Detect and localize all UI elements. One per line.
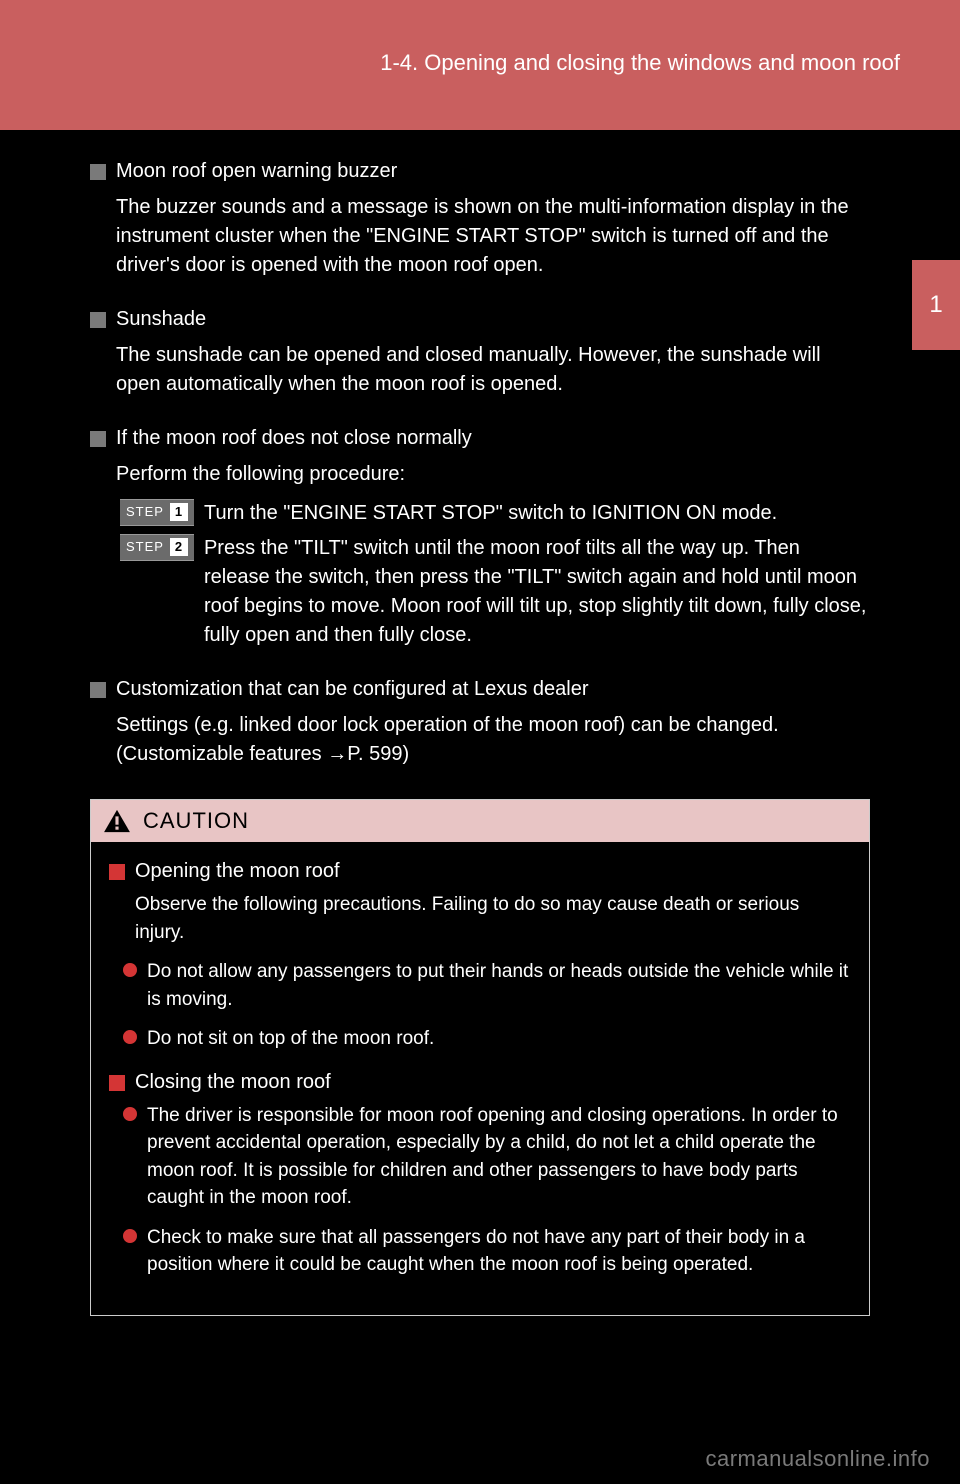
caution-intro-text: Observe the following precautions. Faili… [109,891,851,946]
dot-red-icon [123,1107,137,1121]
dot-red-icon [123,963,137,977]
step-badge-icon: STEP1 [120,499,194,526]
square-bullet-icon [90,682,106,698]
bullet-row: Do not sit on top of the moon roof. [109,1025,851,1053]
dot-red-icon [123,1030,137,1044]
step-row: STEP1 Turn the "ENGINE START STOP" switc… [116,499,870,528]
watermark: carmanualsonline.info [705,1446,930,1472]
square-red-icon [109,1075,125,1091]
section-title: Moon roof open warning buzzer [116,160,397,183]
bullet-row: The driver is responsible for moon roof … [109,1102,851,1212]
bullet-text: Do not allow any passengers to put their… [147,958,851,1013]
bullet-row: Do not allow any passengers to put their… [109,958,851,1013]
step-number: 2 [170,538,188,556]
bullet-text: The driver is responsible for moon roof … [147,1102,851,1212]
warning-triangle-icon [103,809,131,833]
section-moon-roof-warning: Moon roof open warning buzzer The buzzer… [90,160,870,280]
procedure-intro: Perform the following procedure: [116,460,870,489]
caution-section-title: Opening the moon roof [135,860,340,883]
section-title: Customization that can be configured at … [116,678,589,701]
caution-section-head: Closing the moon roof [109,1071,851,1094]
step-text: Turn the "ENGINE START STOP" switch to I… [204,499,870,528]
section-body: The sunshade can be opened and closed ma… [90,341,870,399]
step-row: STEP2 Press the "TILT" switch until the … [116,534,870,650]
header-title: 1-4. Opening and closing the windows and… [380,50,900,76]
page-content: Moon roof open warning buzzer The buzzer… [0,130,960,1336]
chapter-tab: 1 [912,260,960,350]
section-close-abnormal: If the moon roof does not close normally… [90,427,870,650]
caution-section-head: Opening the moon roof [109,860,851,883]
section-head: Moon roof open warning buzzer [90,160,870,183]
section-body: Settings (e.g. linked door lock operatio… [90,711,870,769]
header-banner: 1-4. Opening and closing the windows and… [0,0,960,130]
chapter-number: 1 [929,291,942,319]
step-number: 1 [170,503,188,521]
section-head: If the moon roof does not close normally [90,427,870,450]
square-bullet-icon [90,312,106,328]
bullet-row: Check to make sure that all passengers d… [109,1224,851,1279]
section-head: Customization that can be configured at … [90,678,870,701]
square-red-icon [109,864,125,880]
caution-body: Opening the moon roof Observe the follow… [91,842,869,1315]
section-title: If the moon roof does not close normally [116,427,472,450]
dot-red-icon [123,1229,137,1243]
section-title: Sunshade [116,308,206,331]
caution-box: CAUTION Opening the moon roof Observe th… [90,799,870,1316]
square-bullet-icon [90,164,106,180]
section-head: Sunshade [90,308,870,331]
section-body: The buzzer sounds and a message is shown… [90,193,870,280]
bullet-text: Check to make sure that all passengers d… [147,1224,851,1279]
section-body: Perform the following procedure: STEP1 T… [90,460,870,650]
section-customization: Customization that can be configured at … [90,678,870,769]
caution-header: CAUTION [91,800,869,842]
caution-section-title: Closing the moon roof [135,1071,331,1094]
caution-label: CAUTION [143,808,249,834]
bullet-text: Do not sit on top of the moon roof. [147,1025,851,1053]
square-bullet-icon [90,431,106,447]
section-sunshade: Sunshade The sunshade can be opened and … [90,308,870,399]
step-text: Press the "TILT" switch until the moon r… [204,534,870,650]
step-badge-icon: STEP2 [120,534,194,561]
